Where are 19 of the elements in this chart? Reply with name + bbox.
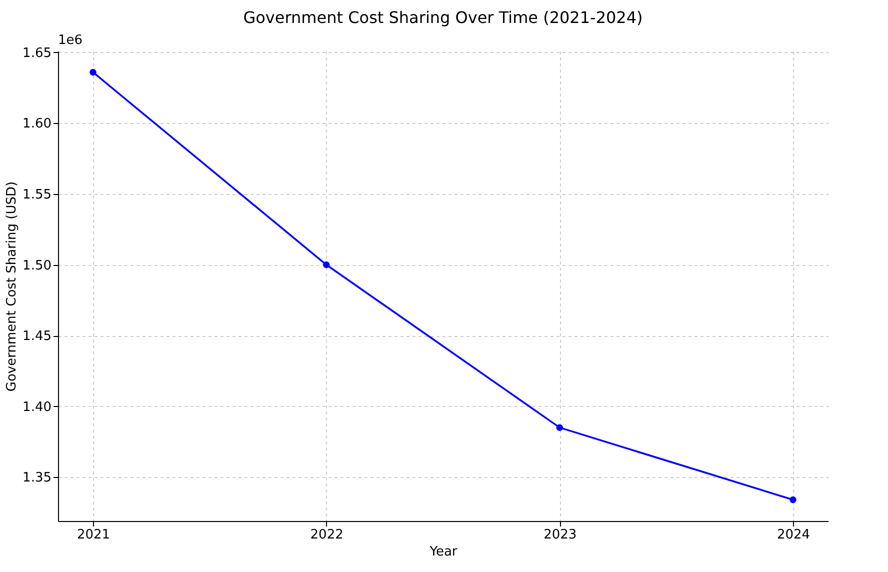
point [90, 68, 96, 76]
y-tick-label: 1.40 [22, 400, 52, 415]
point [556, 424, 564, 431]
y-tick-label: 1.65 [22, 46, 52, 61]
x-tick-label: 2021 [76, 528, 110, 542]
point [322, 261, 330, 268]
y-axis-title: Government Cost Sharing (USD) [4, 181, 20, 392]
y-tick-label: 1.50 [22, 258, 52, 274]
x-tick-label: 2022 [310, 528, 344, 542]
y-tick-label: 1.60 [22, 116, 52, 132]
point [790, 496, 796, 504]
x-tick-label: 2024 [776, 528, 810, 542]
x-tick-label: 2023 [544, 528, 577, 542]
text: 1e6 [58, 33, 83, 48]
y-tick-label: 1.45 [22, 329, 52, 344]
y-tick-label: 1.55 [22, 187, 52, 202]
y-tick-label: 1.35 [22, 470, 52, 486]
x-axis-title: Year [428, 544, 458, 560]
chart-title: Government Cost Sharing Over Time (2021-2024) [243, 8, 643, 27]
